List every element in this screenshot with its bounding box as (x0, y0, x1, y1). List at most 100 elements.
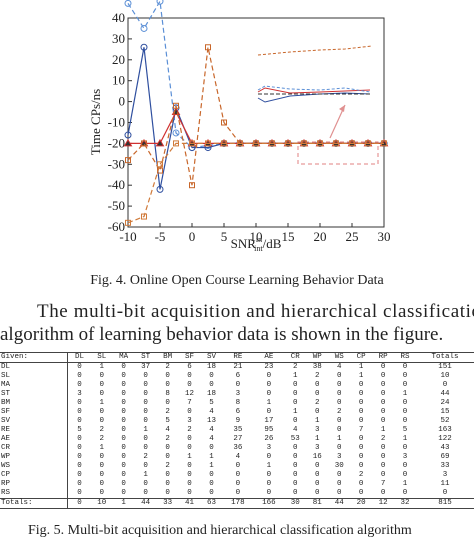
table-cell: 0 (121, 444, 126, 452)
inset-line (257, 45, 373, 56)
table-cell: 0 (187, 489, 192, 497)
table-cell: 0 (336, 417, 342, 425)
table-cell: 0 (266, 480, 272, 488)
table-cell: 33 (440, 462, 450, 470)
table-cell: 0 (293, 480, 298, 488)
table-cell: 35 (233, 426, 243, 434)
table-cell: 0 (402, 408, 408, 416)
table-cell: 1 (402, 390, 408, 398)
table-cell: 0 (165, 471, 170, 479)
marker (333, 140, 339, 147)
table-cell: 0 (336, 480, 342, 488)
table-cell: 0 (402, 417, 408, 425)
table-cell: 0 (402, 363, 408, 371)
table-cell: 0 (77, 417, 82, 425)
table-cell: 18 (206, 390, 216, 398)
marker (237, 140, 243, 147)
table-cell: 0 (380, 363, 386, 371)
table-cell: 0 (99, 390, 104, 398)
series-line (127, 0, 384, 149)
table-cell: 0 (165, 444, 170, 452)
marker (205, 140, 211, 147)
table-cell: 0 (358, 444, 364, 452)
table-cell: 0 (165, 372, 170, 380)
table-cell: 815 (416, 498, 474, 509)
table-cell: 0 (67, 498, 91, 509)
inset-line (257, 87, 371, 94)
table-cell: 0 (99, 471, 104, 479)
table-cell: 0 (99, 381, 104, 389)
table-cell: SV (200, 352, 223, 363)
table-cell: 6 (235, 372, 241, 380)
table-cell: 0 (209, 471, 214, 479)
table-cell: 0 (187, 408, 192, 416)
table-cell: Totals: (0, 498, 69, 509)
table-cell: 0 (336, 489, 342, 497)
table-cell: 0 (293, 489, 298, 497)
table-row: WS 0 0 0 0 2 0 1 0 1 0 0 30 0 0 0 33 (0, 462, 474, 471)
table-row: SF 0 0 0 0 2 0 4 6 0 1 0 2 0 0 0 15 (0, 408, 474, 417)
table-cell: 0 (380, 462, 386, 470)
table-cell: 1 (402, 480, 408, 488)
table-cell: 0 (77, 408, 82, 416)
table-cell: 0 (77, 372, 82, 380)
table-cell: 0 (358, 390, 364, 398)
table-cell: 11 (440, 480, 450, 488)
table-cell: 0 (402, 471, 408, 479)
table-cell: 0 (314, 381, 320, 389)
table-cell: AE (0, 435, 69, 444)
x-axis-label: SNRin int/dB (231, 235, 282, 253)
table-cell: 1 (209, 462, 214, 470)
table-cell: 0 (187, 471, 192, 479)
table-cell: 0 (293, 399, 298, 407)
table-cell: 0 (121, 480, 126, 488)
x-tick-label: 5 (221, 229, 228, 244)
table-cell: 2 (165, 462, 170, 470)
table-cell: 0 (336, 390, 342, 398)
table-cell: 0 (358, 408, 364, 416)
table-cell: 3 (266, 444, 272, 452)
marker (381, 140, 387, 147)
table-cell: 0 (358, 453, 364, 461)
table-cell: 0 (165, 399, 170, 407)
table-cell: RS (394, 352, 417, 363)
table-cell: 3 (314, 444, 320, 452)
table-cell: 0 (293, 390, 298, 398)
table-cell: 2 (165, 408, 170, 416)
table-cell: 0 (293, 417, 298, 425)
table-cell: 0 (143, 399, 148, 407)
table-cell: 0 (380, 372, 386, 380)
table-row: AE 0 2 0 0 2 0 4 27 26 53 1 1 0 2 1 122 (0, 435, 474, 444)
table-cell: 0 (314, 408, 320, 416)
table-cell: WS (0, 462, 69, 471)
table-cell: 0 (402, 399, 408, 407)
table-cell: 0 (209, 381, 214, 389)
table-cell: WP (306, 352, 329, 363)
table-cell: 16 (312, 453, 322, 461)
table-cell: 32 (394, 498, 417, 509)
table-cell: 69 (440, 453, 450, 461)
table-cell: SV (0, 417, 69, 426)
table-cell: 1 (358, 372, 364, 380)
table-cell: 0 (380, 390, 386, 398)
x-label-unit: /dB (263, 236, 282, 251)
marker (140, 24, 148, 32)
table-row: ST 3 0 0 0 8 12 18 3 0 0 0 0 0 0 1 44 (0, 390, 474, 399)
table-cell: 0 (143, 480, 148, 488)
marker (157, 161, 163, 168)
table-cell: 0 (121, 453, 126, 461)
marker (189, 140, 195, 147)
table-row: RE 5 2 0 1 4 2 4 35 95 4 3 0 7 1 5 163 (0, 426, 474, 435)
table-cell: 2 (165, 435, 170, 443)
table-cell: 0 (77, 399, 82, 407)
table-cell: SF (0, 408, 69, 417)
table-cell: 26 (264, 435, 274, 443)
marker (221, 140, 227, 147)
table-cell: 0 (266, 453, 272, 461)
table-cell: 44 (328, 498, 351, 509)
x-tick-label: 20 (314, 229, 327, 244)
series-line (127, 47, 384, 190)
table-cell: 0 (314, 489, 320, 497)
marker (253, 140, 259, 147)
table-cell: 0 (336, 471, 342, 479)
